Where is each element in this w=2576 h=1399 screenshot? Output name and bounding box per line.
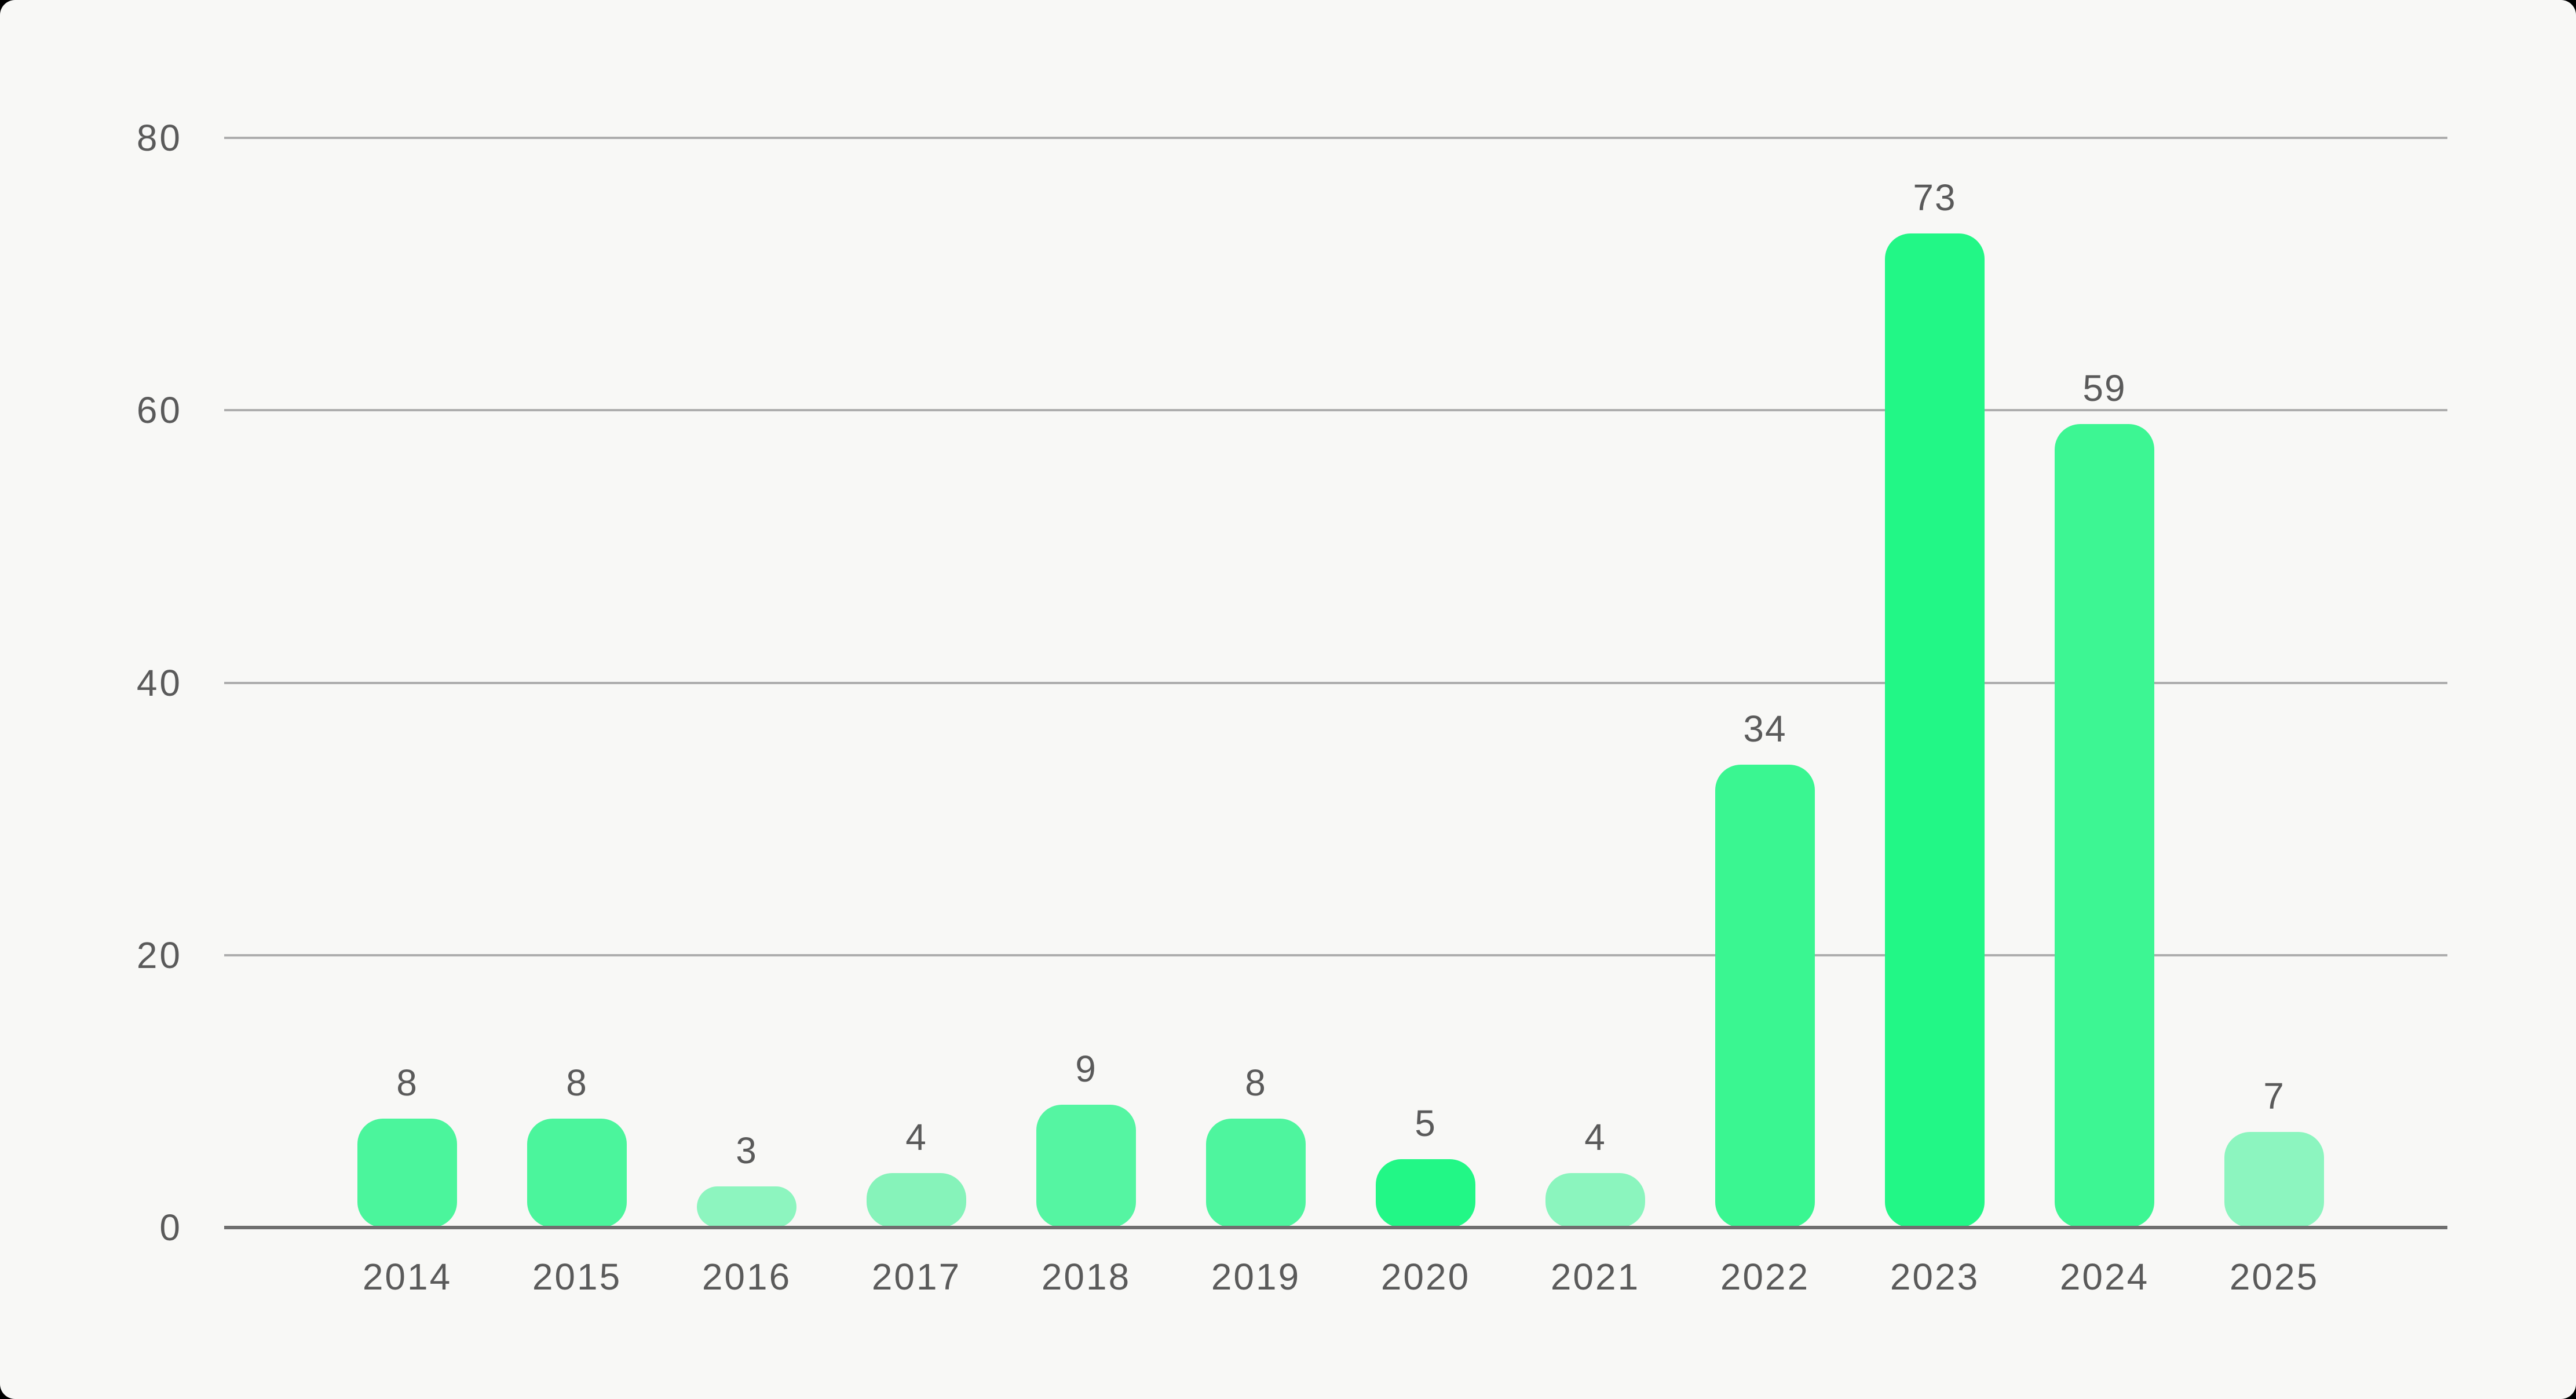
x-axis-tick-label: 2019 [1211, 1256, 1301, 1298]
bar-value-label: 5 [1415, 1102, 1437, 1145]
gridline-y-80 [224, 137, 2447, 139]
x-axis-tick-label: 2024 [2059, 1256, 2150, 1298]
x-axis-line [224, 1226, 2447, 1229]
y-axis-tick-label: 40 [136, 662, 182, 704]
bar-value-label: 7 [2263, 1075, 2285, 1117]
bar-value-label: 4 [905, 1116, 927, 1158]
x-axis-tick-label: 2025 [2229, 1256, 2319, 1298]
bar-2016 [697, 1186, 796, 1228]
x-axis-tick-label: 2022 [1720, 1256, 1810, 1298]
gridline-y-40 [224, 681, 2447, 684]
bar-value-label: 8 [1245, 1061, 1267, 1104]
bar-value-label: 59 [2082, 367, 2126, 409]
bar-value-label: 34 [1743, 707, 1787, 750]
y-axis-tick-label: 20 [136, 934, 182, 976]
bar-2015 [527, 1118, 627, 1228]
gridline-y-20 [224, 954, 2447, 956]
y-axis-tick-label: 60 [136, 389, 182, 432]
x-axis-tick-label: 2014 [362, 1256, 452, 1298]
bar-value-label: 8 [566, 1061, 588, 1104]
x-axis-tick-label: 2017 [871, 1256, 962, 1298]
x-axis-tick-label: 2021 [1550, 1256, 1640, 1298]
bar-2017 [867, 1172, 966, 1228]
y-axis-tick-label: 0 [159, 1207, 182, 1248]
bar-2021 [1545, 1172, 1645, 1228]
bar-2020 [1376, 1159, 1475, 1228]
x-axis-tick-label: 2020 [1380, 1256, 1471, 1298]
bar-2023 [1885, 233, 1985, 1228]
x-axis-tick-label: 2023 [1890, 1256, 1980, 1298]
bar-value-label: 8 [396, 1061, 418, 1104]
bar-value-label: 73 [1913, 176, 1957, 218]
bar-2025 [2224, 1132, 2324, 1228]
y-axis-tick-label: 80 [136, 117, 182, 159]
bar-value-label: 4 [1584, 1116, 1606, 1158]
x-axis-tick-label: 2018 [1041, 1256, 1131, 1298]
bar-value-label: 9 [1075, 1048, 1097, 1090]
bar-2022 [1715, 764, 1815, 1228]
gridline-y-60 [224, 409, 2447, 412]
bar-2024 [2055, 423, 2154, 1228]
bar-2019 [1206, 1118, 1306, 1228]
bar-2014 [357, 1118, 457, 1228]
bar-value-label: 3 [736, 1130, 758, 1172]
bar-2018 [1036, 1105, 1136, 1228]
x-axis-tick-label: 2015 [532, 1256, 622, 1298]
x-axis-tick-label: 2016 [701, 1256, 792, 1298]
